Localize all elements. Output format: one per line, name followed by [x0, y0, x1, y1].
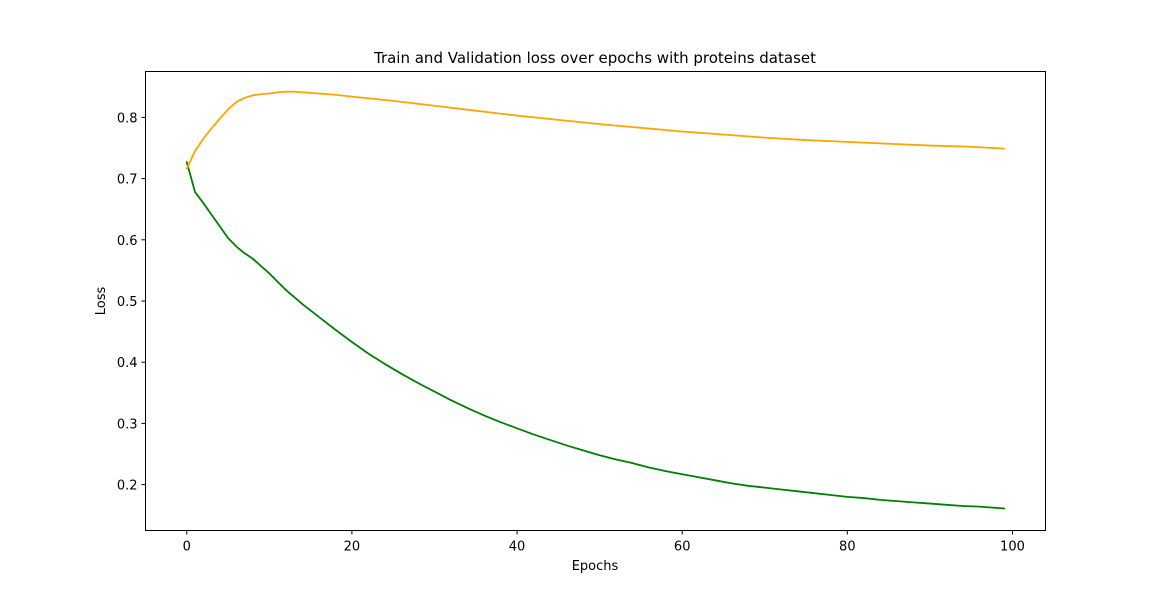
x-tick-label: 0: [183, 540, 191, 555]
series-layer: [185, 90, 1006, 510]
x-tick-label: 60: [674, 540, 691, 555]
y-axis: 0.2 0.3 0.4 0.5 0.6 0.7 0.8: [117, 111, 146, 494]
x-axis-label: Epochs: [572, 559, 619, 574]
series-line-orange: [185, 90, 1006, 170]
x-tick-label: 80: [839, 540, 856, 555]
y-tick-label: 0.4: [117, 356, 138, 371]
y-tick-label: 0.8: [117, 111, 138, 126]
y-tick-label: 0.3: [117, 417, 138, 432]
series-line-green: [185, 161, 1006, 510]
y-tick-label: 0.2: [117, 479, 138, 494]
x-axis: 0 20 40 60 80 100: [183, 530, 1025, 555]
x-tick-label: 40: [509, 540, 526, 555]
x-tick-label: 100: [1000, 540, 1025, 555]
x-tick-label: 20: [344, 540, 361, 555]
y-axis-label: Loss: [94, 287, 109, 316]
y-tick-label: 0.5: [117, 295, 138, 310]
y-tick-label: 0.6: [117, 234, 138, 249]
chart-title: Train and Validation loss over epochs wi…: [373, 49, 816, 67]
y-tick-label: 0.7: [117, 173, 138, 188]
plot-area-frame: [145, 71, 1046, 531]
